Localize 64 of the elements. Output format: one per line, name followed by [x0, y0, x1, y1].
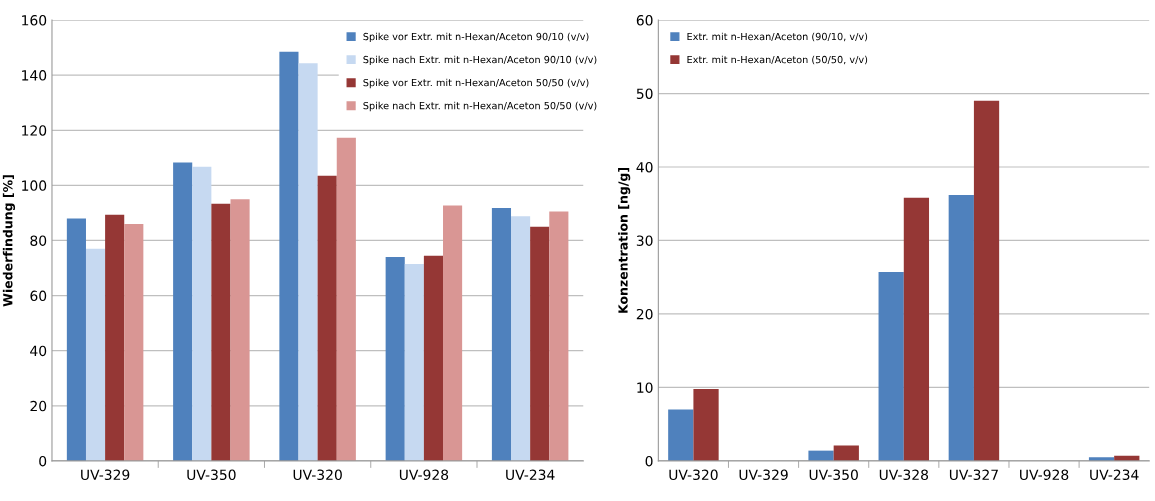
bar: [173, 162, 193, 461]
y-tick-label: 120: [22, 125, 47, 136]
bar: [124, 223, 144, 461]
y-tick-label: 0: [645, 455, 653, 467]
bar: [530, 226, 550, 461]
legend-label: Spike vor Extr. mit n-Hexan/Aceton 50/50 (v/v): [363, 78, 589, 89]
bar: [317, 175, 337, 461]
y-tick-label: 20: [636, 308, 653, 320]
y-tick-label: 140: [22, 70, 47, 81]
x-tick-label: UV-329: [81, 469, 130, 480]
bar: [230, 199, 250, 461]
x-tick-label: UV-234: [1090, 469, 1139, 480]
y-tick-label: 0: [39, 455, 47, 467]
bar: [105, 214, 125, 461]
legend-label: Spike nach Extr. mit n-Hexan/Aceton 50/50 (v/v): [363, 101, 597, 112]
bar: [336, 137, 356, 461]
y-tick-label: 40: [636, 161, 653, 173]
y-tick-label: 100: [22, 180, 47, 191]
bar: [878, 272, 904, 461]
bar: [693, 388, 719, 461]
bar: [85, 248, 106, 461]
bar: [833, 445, 859, 461]
x-tick-label: UV-928: [399, 469, 449, 480]
bar: [808, 450, 834, 461]
bar: [279, 51, 299, 461]
bar: [668, 409, 694, 461]
bar: [549, 211, 569, 461]
y-axis-title: Wiederfindung [%]: [2, 175, 16, 307]
y-tick-label: 20: [30, 400, 47, 412]
bar: [66, 218, 86, 461]
legend-label: Extr. mit n-Hexan/Aceton (90/10, v/v): [687, 32, 868, 42]
bar: [298, 63, 318, 461]
x-tick-label: UV-320: [293, 469, 342, 480]
bar: [948, 194, 974, 461]
bar: [404, 263, 424, 461]
y-tick-label: 50: [636, 88, 653, 99]
bar: [511, 216, 531, 461]
x-tick-label: UV-320: [669, 469, 718, 480]
bar: [491, 207, 512, 461]
y-axis-title: Konzentration [ng/g]: [618, 168, 631, 313]
bar: [973, 100, 1000, 461]
bar: [903, 197, 930, 461]
bar: [423, 255, 444, 461]
bar: [443, 205, 463, 461]
legend-label: Extr. mit n-Hexan/Aceton (50/50, v/v): [687, 55, 868, 65]
y-tick-label: 80: [30, 235, 47, 246]
bar: [385, 257, 405, 461]
x-tick-label: UV-329: [739, 469, 788, 480]
y-tick-label: 30: [636, 235, 653, 246]
x-tick-label: UV-928: [1020, 469, 1069, 480]
x-tick-label: UV-350: [809, 469, 858, 480]
y-tick-label: 10: [637, 382, 653, 393]
y-tick-label: 60: [30, 290, 47, 302]
y-tick-label: 40: [30, 345, 47, 357]
x-tick-label: UV-328: [879, 469, 929, 480]
bar: [211, 203, 231, 461]
x-tick-label: UV-234: [506, 469, 555, 480]
bar: [192, 166, 212, 461]
legend-label: Spike vor Extr. mit n-Hexan/Aceton 90/10 (v/v): [363, 32, 589, 43]
y-tick-label: 60: [636, 15, 653, 26]
legend-label: Spike nach Extr. mit n-Hexan/Aceton 90/10 (v/v): [363, 55, 597, 66]
x-tick-label: UV-350: [187, 469, 236, 480]
x-tick-label: UV-327: [949, 469, 998, 480]
y-tick-label: 160: [22, 15, 47, 26]
